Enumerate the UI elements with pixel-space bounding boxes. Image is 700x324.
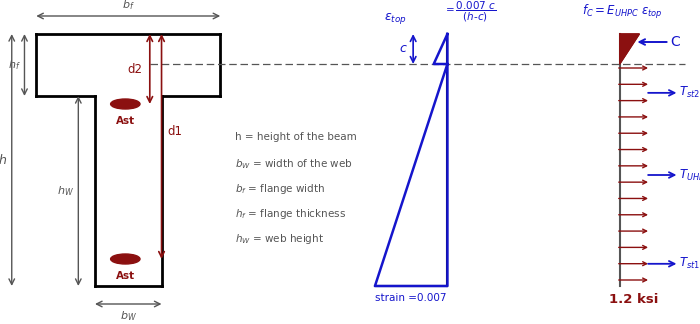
Text: h = height of the beam: h = height of the beam: [235, 132, 357, 142]
Text: $h$: $h$: [0, 153, 7, 167]
Text: $b_f$: $b_f$: [122, 0, 134, 12]
Text: $= \dfrac{0.007\ c}{(h\text{-}c)}$: $= \dfrac{0.007\ c}{(h\text{-}c)}$: [442, 0, 496, 24]
Text: $T_{st2}$: $T_{st2}$: [680, 85, 700, 100]
Text: $T_{UHPC}$: $T_{UHPC}$: [680, 168, 700, 182]
Ellipse shape: [111, 254, 140, 264]
Text: d2: d2: [127, 63, 142, 75]
Ellipse shape: [111, 99, 140, 109]
Text: 1.2 ksi: 1.2 ksi: [609, 293, 658, 306]
Text: $b_W$: $b_W$: [120, 309, 136, 323]
Polygon shape: [620, 34, 639, 64]
Text: $h_W$: $h_W$: [57, 184, 74, 198]
Text: $b_f$ = flange width: $b_f$ = flange width: [235, 182, 326, 196]
Text: strain =0.007: strain =0.007: [375, 293, 447, 303]
Text: $h_W$ = web height: $h_W$ = web height: [235, 232, 324, 246]
Text: Ast: Ast: [116, 116, 135, 126]
Text: $f_C = E_{UHPC}\ \varepsilon_{top}$: $f_C = E_{UHPC}\ \varepsilon_{top}$: [582, 3, 663, 21]
Text: C: C: [671, 35, 680, 49]
Text: $c$: $c$: [398, 42, 407, 55]
Text: $b_W$ = width of the web: $b_W$ = width of the web: [235, 157, 353, 171]
Text: Ast: Ast: [116, 271, 135, 281]
Text: $h_f$ = flange thickness: $h_f$ = flange thickness: [235, 207, 346, 221]
Text: d1: d1: [167, 125, 183, 138]
Text: $\varepsilon_{top}$: $\varepsilon_{top}$: [384, 11, 406, 26]
Text: $T_{st1}$: $T_{st1}$: [680, 256, 700, 271]
Text: $h_f$: $h_f$: [8, 58, 20, 72]
